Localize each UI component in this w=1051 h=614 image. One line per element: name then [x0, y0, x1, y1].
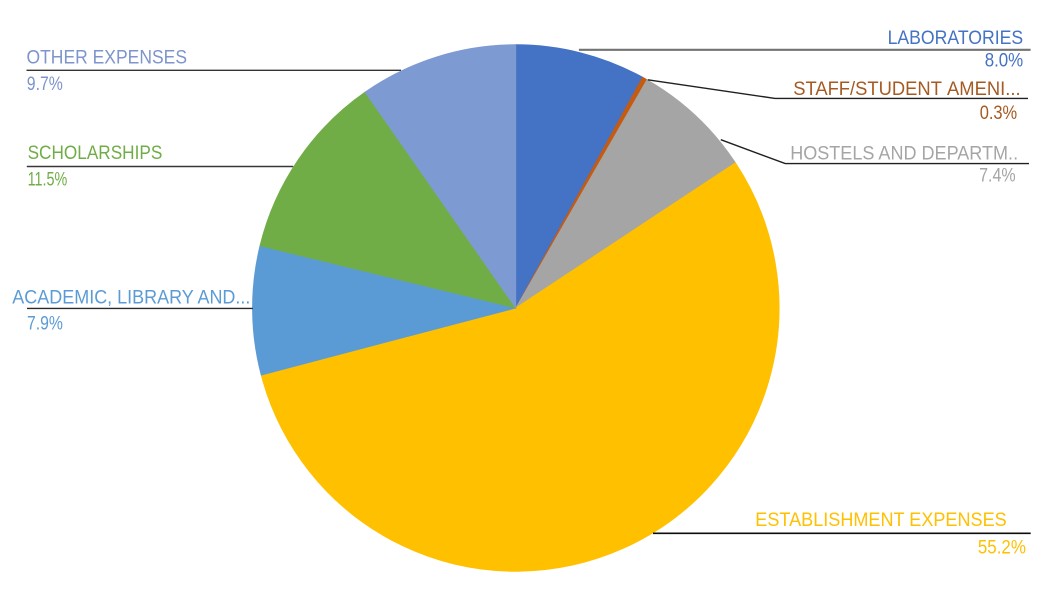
svg-text:55.2%: 55.2% — [978, 538, 1026, 559]
svg-text:OTHER EXPENSES: OTHER EXPENSES — [27, 47, 188, 68]
svg-text:8.0%: 8.0% — [985, 51, 1024, 72]
svg-text:SCHOLARSHIPS: SCHOLARSHIPS — [28, 143, 163, 164]
svg-text:HOSTELS AND DEPARTM..: HOSTELS AND DEPARTM.. — [790, 143, 1018, 164]
svg-text:11.5%: 11.5% — [28, 170, 68, 191]
svg-text:ESTABLISHMENT EXPENSES: ESTABLISHMENT EXPENSES — [755, 510, 1006, 531]
svg-text:7.4%: 7.4% — [979, 165, 1016, 186]
svg-text:LABORATORIES: LABORATORIES — [888, 28, 1024, 49]
svg-text:ACADEMIC, LIBRARY AND...: ACADEMIC, LIBRARY AND... — [12, 288, 250, 309]
svg-text:STAFF/STUDENT AMENI...: STAFF/STUDENT AMENI... — [793, 79, 1020, 100]
svg-text:0.3%: 0.3% — [980, 103, 1018, 124]
svg-text:9.7%: 9.7% — [27, 74, 63, 95]
svg-text:7.9%: 7.9% — [27, 314, 63, 335]
